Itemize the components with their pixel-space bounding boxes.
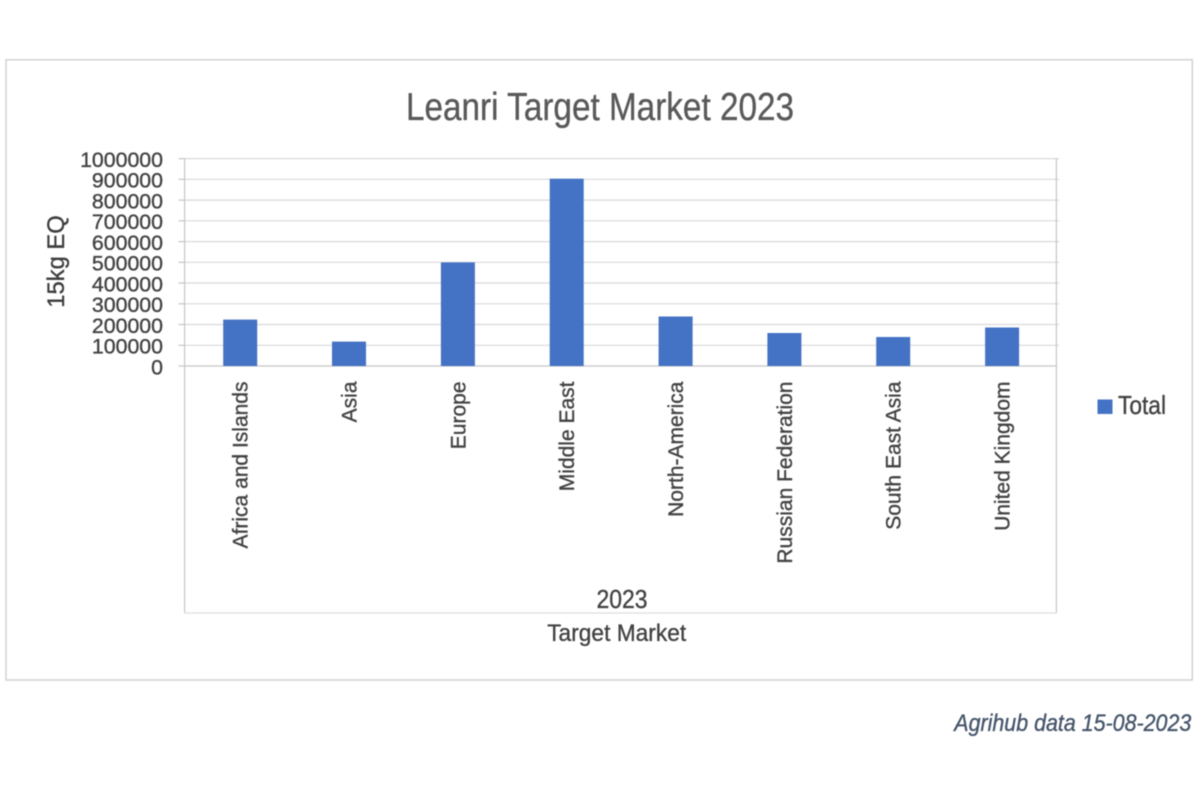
svg-text:Leanri Target Market 2023: Leanri Target Market 2023 <box>406 86 794 129</box>
svg-text:800000: 800000 <box>92 190 163 214</box>
svg-text:Asia: Asia <box>339 381 362 422</box>
svg-text:Russian Federation: Russian Federation <box>774 382 797 564</box>
svg-text:600000: 600000 <box>92 231 163 255</box>
svg-text:1000000: 1000000 <box>80 148 163 172</box>
svg-text:South East Asia: South East Asia <box>883 381 906 530</box>
svg-text:500000: 500000 <box>92 252 163 276</box>
svg-text:700000: 700000 <box>92 210 163 234</box>
svg-text:Agrihub data 15-08-2023: Agrihub data 15-08-2023 <box>953 710 1192 737</box>
svg-text:Middle East: Middle East <box>556 381 579 491</box>
svg-text:Africa and Islands: Africa and Islands <box>230 382 253 549</box>
svg-text:0: 0 <box>151 355 163 379</box>
svg-text:Total: Total <box>1118 390 1166 420</box>
svg-text:2023: 2023 <box>597 584 648 614</box>
svg-text:400000: 400000 <box>92 272 163 296</box>
svg-text:North-America: North-America <box>665 381 688 517</box>
svg-text:300000: 300000 <box>92 293 163 317</box>
svg-text:Target Market: Target Market <box>547 620 686 647</box>
svg-text:United Kingdom: United Kingdom <box>992 382 1015 531</box>
svg-text:Europe: Europe <box>447 382 470 450</box>
svg-text:900000: 900000 <box>92 169 163 193</box>
svg-text:100000: 100000 <box>92 335 163 359</box>
svg-text:15kg EQ: 15kg EQ <box>43 215 70 308</box>
svg-text:200000: 200000 <box>92 314 163 338</box>
